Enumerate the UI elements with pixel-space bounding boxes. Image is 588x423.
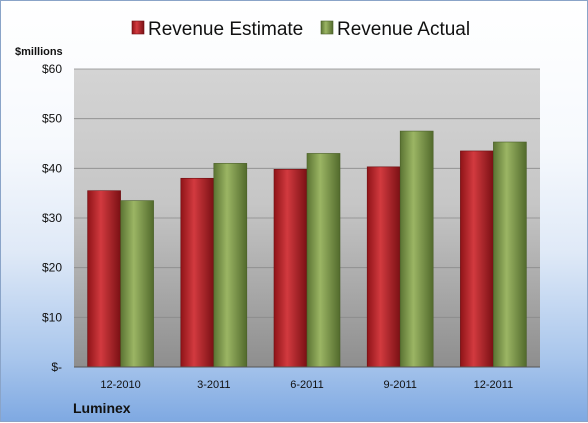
y-tick-label: $50 xyxy=(42,112,62,126)
legend-swatch-estimate xyxy=(131,20,145,35)
bar-actual-12-2010 xyxy=(120,200,154,368)
legend-label-actual: Revenue Actual xyxy=(337,19,470,40)
x-tick-label: 12-2011 xyxy=(474,379,514,391)
bar-estimate-6-2011 xyxy=(273,169,308,368)
bar-estimate-12-2011 xyxy=(460,150,494,368)
bar-actual-9-2011 xyxy=(399,130,434,368)
y-axis-ticks: $- $10 $20 $30 $40 $50 $60 xyxy=(42,62,62,374)
bar-estimate-12-2010 xyxy=(87,190,121,368)
y-tick-label: $- xyxy=(51,360,62,374)
legend-swatch-actual xyxy=(320,20,334,35)
bar-estimate-9-2011 xyxy=(366,166,401,368)
bars xyxy=(87,130,527,368)
x-tick-label: 12-2010 xyxy=(100,379,140,391)
bar-actual-12-2011 xyxy=(493,141,527,368)
y-axis-unit-label: $millions xyxy=(15,46,63,58)
x-tick-label: 6-2011 xyxy=(290,379,323,391)
company-name: Luminex xyxy=(73,400,131,416)
bar-actual-6-2011 xyxy=(306,153,341,368)
bar-actual-3-2011 xyxy=(213,163,248,368)
legend: Revenue Estimate Revenue Actual xyxy=(131,19,470,40)
y-tick-label: $20 xyxy=(42,261,62,275)
legend-label-estimate: Revenue Estimate xyxy=(148,19,303,40)
x-tick-label: 3-2011 xyxy=(197,379,230,391)
bar-estimate-3-2011 xyxy=(180,177,215,368)
y-tick-label: $40 xyxy=(42,161,62,175)
y-tick-label: $10 xyxy=(42,310,62,324)
x-tick-label: 9-2011 xyxy=(383,379,416,391)
y-tick-label: $60 xyxy=(42,62,62,76)
x-axis-ticks: 12-2010 3-2011 6-2011 9-2011 12-2011 xyxy=(100,379,513,391)
y-tick-label: $30 xyxy=(42,211,62,225)
